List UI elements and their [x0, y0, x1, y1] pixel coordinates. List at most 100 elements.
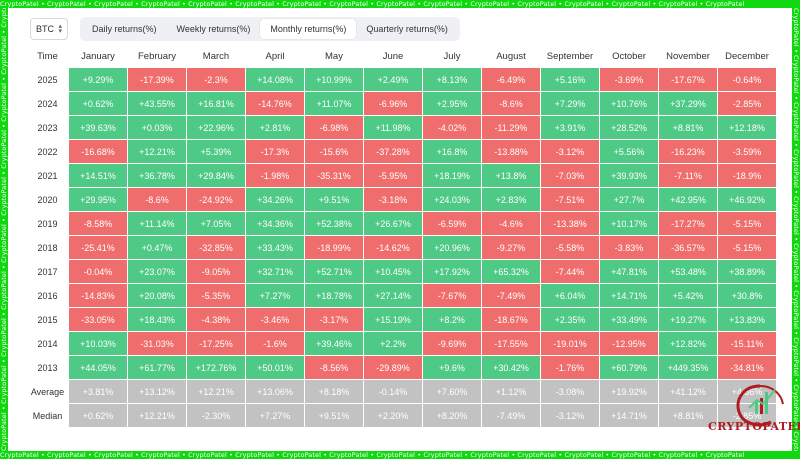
- return-cell: +43.55%: [128, 92, 186, 115]
- month-header: January: [81, 50, 115, 62]
- return-cell: -8.56%: [305, 356, 363, 379]
- return-cell: -6.59%: [423, 212, 481, 235]
- return-cell: +12.21%: [128, 140, 186, 163]
- return-cell: -3.83%: [600, 236, 658, 259]
- return-cell: +0.47%: [128, 236, 186, 259]
- return-cell: -3.59%: [718, 140, 776, 163]
- return-cell: +5.56%: [600, 140, 658, 163]
- return-cell: +29.95%: [69, 188, 127, 211]
- return-cell: -8.58%: [69, 212, 127, 235]
- row-label: Median: [32, 410, 63, 421]
- tab-weekly-returns[interactable]: Weekly returns(%): [176, 24, 251, 34]
- return-cell: -7.11%: [659, 164, 717, 187]
- row-label: 2016: [37, 290, 58, 301]
- month-header: December: [725, 50, 769, 62]
- month-header: March: [202, 50, 230, 62]
- logo-text: CRYPTOPATEL: [708, 420, 800, 433]
- row-label: 2021: [37, 170, 58, 181]
- asset-selector[interactable]: BTC ▴ ▾: [30, 18, 68, 40]
- return-cell: -4.6%: [482, 212, 540, 235]
- return-cell: +19.92%: [600, 380, 658, 403]
- return-cell: +26.67%: [364, 212, 422, 235]
- return-cell: +7.05%: [187, 212, 245, 235]
- return-cell: +46.92%: [718, 188, 776, 211]
- return-cell: +41.12%: [659, 380, 717, 403]
- return-cell: -18.9%: [718, 164, 776, 187]
- month-header: May: [325, 50, 343, 62]
- return-cell: +11.14%: [128, 212, 186, 235]
- return-cell: -29.89%: [364, 356, 422, 379]
- return-cell: -7.49%: [482, 404, 540, 427]
- return-cell: +12.21%: [187, 380, 245, 403]
- month-header: November: [666, 50, 710, 62]
- return-cell: -17.39%: [128, 68, 186, 91]
- return-cell: +0.03%: [128, 116, 186, 139]
- return-cell: +12.21%: [128, 404, 186, 427]
- return-cell: +172.76%: [187, 356, 245, 379]
- table-row: 2021 +14.51% +36.78% +29.84% -1.98% -35.31% -5…: [27, 164, 776, 187]
- return-cell: +5.39%: [187, 140, 245, 163]
- return-cell: -9.27%: [482, 236, 540, 259]
- return-cell: -4.38%: [187, 308, 245, 331]
- return-cell: +20.96%: [423, 236, 481, 259]
- return-cell: +3.91%: [541, 116, 599, 139]
- return-cell: +16.81%: [187, 92, 245, 115]
- return-cell: +34.36%: [246, 212, 304, 235]
- return-cell: -9.69%: [423, 332, 481, 355]
- return-cell: +10.17%: [600, 212, 658, 235]
- return-cell: -3.46%: [246, 308, 304, 331]
- return-cell: -3.12%: [541, 404, 599, 427]
- row-label: 2014: [37, 338, 58, 349]
- return-cell: -5.35%: [187, 284, 245, 307]
- return-cell: +12.82%: [659, 332, 717, 355]
- return-cell: +9.6%: [423, 356, 481, 379]
- return-cell: +20.08%: [128, 284, 186, 307]
- return-cell: +2.2%: [364, 332, 422, 355]
- controls-bar: BTC ▴ ▾ Daily returns(%) Weekly returns(%…: [30, 17, 460, 41]
- return-cell: +47.81%: [600, 260, 658, 283]
- return-cell: +14.71%: [600, 284, 658, 307]
- table-header-row: Time January February March April May June Jul…: [27, 45, 776, 67]
- return-cell: +16.8%: [423, 140, 481, 163]
- return-cell: +449.35%: [659, 356, 717, 379]
- return-cell: -17.55%: [482, 332, 540, 355]
- return-cell: -2.85%: [718, 92, 776, 115]
- cryptopatel-logo: [725, 378, 795, 438]
- table-row: Median +0.62% +12.21% -2.30% +7.27% +9.51% +2.…: [27, 404, 776, 427]
- return-cell: +38.89%: [718, 260, 776, 283]
- return-cell: -6.49%: [482, 68, 540, 91]
- month-header: August: [496, 50, 526, 62]
- table-row: 2023 +39.63% +0.03% +22.96% +2.81% -6.98% +11.…: [27, 116, 776, 139]
- return-cell: -19.01%: [541, 332, 599, 355]
- return-cell: +33.49%: [600, 308, 658, 331]
- return-cell: -5.95%: [364, 164, 422, 187]
- return-cell: +34.26%: [246, 188, 304, 211]
- return-cell: +10.45%: [364, 260, 422, 283]
- tab-quarterly-returns[interactable]: Quarterly returns(%): [366, 24, 448, 34]
- watermark-right: CryptoPatel • CryptoPatel • CryptoPatel …: [792, 8, 800, 451]
- tab-daily-returns[interactable]: Daily returns(%): [92, 24, 157, 34]
- return-cell: -32.85%: [187, 236, 245, 259]
- return-cell: +18.43%: [128, 308, 186, 331]
- return-cell: -7.49%: [482, 284, 540, 307]
- return-cell: +6.04%: [541, 284, 599, 307]
- return-cell: +17.92%: [423, 260, 481, 283]
- return-cell: +8.81%: [659, 404, 717, 427]
- table-row: 2016 -14.83% +20.08% -5.35% +7.27% +18.78% +27…: [27, 284, 776, 307]
- return-cell: +29.84%: [187, 164, 245, 187]
- return-cell: -17.67%: [659, 68, 717, 91]
- return-cell: +39.46%: [305, 332, 363, 355]
- return-cell: +9.51%: [305, 404, 363, 427]
- return-cell: +2.49%: [364, 68, 422, 91]
- return-cell: +14.71%: [600, 404, 658, 427]
- table-row: 2014 +10.03% -31.03% -17.25% -1.6% +39.46% +2.…: [27, 332, 776, 355]
- return-cell: +0.62%: [69, 92, 127, 115]
- return-cell: +2.81%: [246, 116, 304, 139]
- row-label: 2024: [37, 98, 58, 109]
- return-cell: +52.71%: [305, 260, 363, 283]
- tab-monthly-returns[interactable]: Monthly returns(%): [260, 19, 357, 39]
- return-cell: -1.6%: [246, 332, 304, 355]
- asset-selector-value: BTC: [36, 24, 54, 34]
- return-cell: +11.07%: [305, 92, 363, 115]
